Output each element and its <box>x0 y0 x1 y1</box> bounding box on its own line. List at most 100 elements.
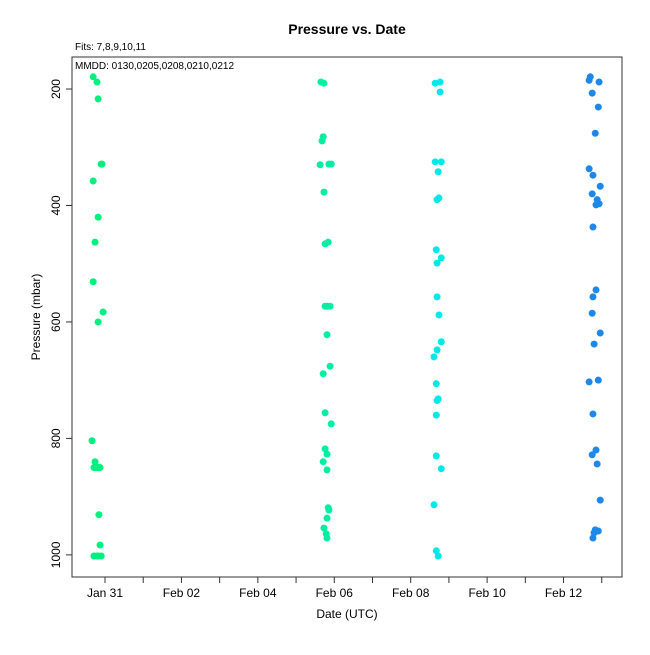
point <box>92 464 100 472</box>
point <box>590 340 598 348</box>
annotation: MMDD: 0130,0205,0208,0210,0212 <box>75 61 234 72</box>
x-tick-label: Feb 02 <box>163 586 201 600</box>
x-tick-label: Feb 04 <box>239 586 277 600</box>
point <box>430 353 438 361</box>
point <box>585 76 593 84</box>
point <box>594 103 602 111</box>
point <box>436 88 444 96</box>
point <box>94 213 102 221</box>
point <box>589 410 597 418</box>
point <box>432 452 440 460</box>
point <box>95 511 103 519</box>
point <box>89 177 97 185</box>
y-tick-label: 1000 <box>49 541 63 568</box>
point <box>320 79 328 87</box>
point <box>588 89 596 97</box>
point <box>93 552 101 560</box>
point <box>589 223 597 231</box>
point <box>588 451 596 459</box>
point <box>88 437 96 445</box>
point <box>432 380 440 388</box>
plot-frame <box>71 56 623 578</box>
point <box>320 524 328 532</box>
point <box>594 376 602 384</box>
point <box>437 158 445 166</box>
point <box>590 529 598 537</box>
point <box>430 501 438 509</box>
point <box>589 293 597 301</box>
point <box>89 73 97 81</box>
point <box>432 411 440 419</box>
point <box>323 450 331 458</box>
x-tick-label: Jan 31 <box>87 586 123 600</box>
point <box>96 541 104 549</box>
point <box>435 194 443 202</box>
point <box>323 534 331 542</box>
point <box>595 200 603 208</box>
point <box>436 78 444 86</box>
point <box>433 259 441 267</box>
point <box>589 534 597 542</box>
point <box>91 458 99 466</box>
point <box>596 329 604 337</box>
x-tick-label: Feb 08 <box>392 586 430 600</box>
x-tick-label: Feb 06 <box>316 586 354 600</box>
point <box>596 182 604 190</box>
point <box>320 188 328 196</box>
point <box>91 238 99 246</box>
point <box>326 362 334 370</box>
point <box>323 302 331 310</box>
point <box>99 308 107 316</box>
y-tick-label: 400 <box>49 195 63 215</box>
y-tick-label: 600 <box>49 312 63 332</box>
point <box>324 238 332 246</box>
point <box>585 378 593 386</box>
point <box>432 246 440 254</box>
y-tick-label: 800 <box>49 428 63 448</box>
point <box>327 420 335 428</box>
point <box>437 465 445 473</box>
point <box>595 78 603 86</box>
point <box>592 446 600 454</box>
point <box>592 286 600 294</box>
point <box>437 254 445 262</box>
point <box>323 331 331 339</box>
point <box>93 78 101 86</box>
point <box>434 168 442 176</box>
point <box>318 137 326 145</box>
point <box>319 458 327 466</box>
point <box>323 514 331 522</box>
point <box>321 409 329 417</box>
point <box>588 190 596 198</box>
x-axis-label: Date (UTC) <box>316 607 377 621</box>
point <box>596 496 604 504</box>
point <box>98 160 106 168</box>
x-tick-label: Feb 10 <box>468 586 506 600</box>
point <box>94 318 102 326</box>
point <box>591 129 599 137</box>
point <box>585 165 593 173</box>
subtitle: Fits: 7,8,9,10,11 <box>75 42 146 53</box>
y-tick-label: 200 <box>49 79 63 99</box>
y-axis-label: Pressure (mbar) <box>29 274 43 361</box>
point <box>437 338 445 346</box>
point <box>433 293 441 301</box>
point <box>325 506 333 514</box>
point <box>94 95 102 103</box>
point <box>589 171 597 179</box>
chart-title: Pressure vs. Date <box>288 21 406 37</box>
point <box>89 278 97 286</box>
point <box>588 309 596 317</box>
point <box>434 552 442 560</box>
point <box>316 161 324 169</box>
point <box>327 160 335 168</box>
x-tick-label: Feb 12 <box>545 586 583 600</box>
point <box>319 370 327 378</box>
point <box>433 397 441 405</box>
point <box>433 346 441 354</box>
point <box>323 466 331 474</box>
point <box>431 158 439 166</box>
